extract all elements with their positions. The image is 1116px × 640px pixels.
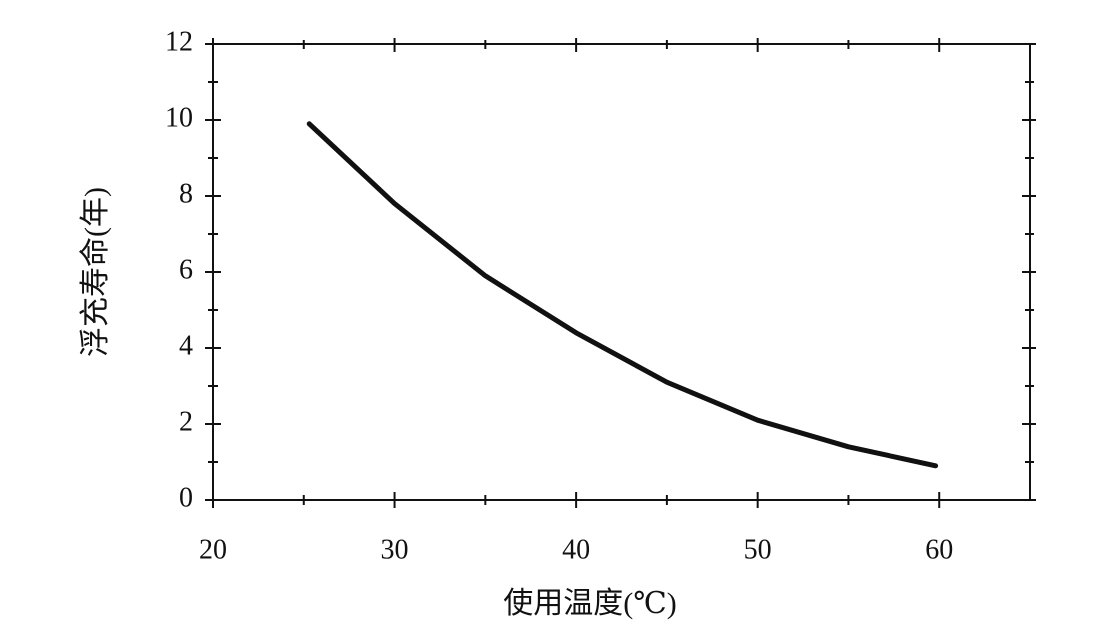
x-tick-label: 40 bbox=[562, 534, 590, 565]
y-tick-label: 8 bbox=[179, 178, 193, 209]
x-tick-label: 60 bbox=[925, 534, 953, 565]
y-tick-label: 4 bbox=[179, 330, 193, 361]
y-tick-label: 12 bbox=[165, 26, 193, 57]
x-tick-label: 20 bbox=[199, 534, 227, 565]
x-tick-label: 30 bbox=[381, 534, 409, 565]
y-tick-label: 6 bbox=[179, 254, 193, 285]
x-tick-label: 50 bbox=[744, 534, 772, 565]
y-tick-label: 0 bbox=[179, 482, 193, 513]
plot-frame bbox=[212, 43, 1031, 501]
line bbox=[306, 121, 939, 469]
y-tick-label: 10 bbox=[165, 102, 193, 133]
y-axis-title: 浮充寿命(年) bbox=[79, 187, 112, 357]
y-tick-label: 2 bbox=[179, 406, 193, 437]
x-axis-title: 使用温度(℃) bbox=[503, 587, 677, 620]
